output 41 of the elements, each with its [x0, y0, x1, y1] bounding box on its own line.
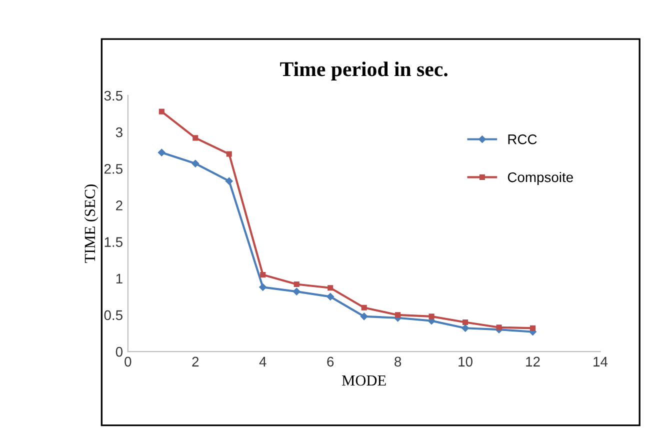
point	[292, 288, 300, 296]
y-tick-label: 1	[116, 274, 122, 284]
point	[496, 324, 502, 330]
x-tick-label: 14	[594, 356, 608, 366]
legend-label: Compsoite	[508, 172, 573, 185]
point	[294, 281, 300, 288]
x-tick-label: 12	[526, 356, 540, 366]
point	[158, 108, 164, 114]
point	[225, 177, 233, 185]
x-tick-label: 10	[458, 356, 472, 367]
point	[259, 284, 267, 291]
x-tick-label: 8	[394, 356, 402, 367]
x-tick-label: 2	[192, 356, 199, 366]
point	[360, 312, 368, 320]
point	[462, 320, 468, 326]
x-tick-label: 6	[327, 356, 334, 367]
point	[192, 135, 198, 141]
x-tick-label: 0	[124, 356, 132, 367]
y-tick-label: 3.5	[104, 90, 122, 101]
y-tick-label: 1.5	[104, 237, 122, 247]
point	[260, 272, 266, 278]
point	[395, 312, 401, 318]
legend-label: RCC	[508, 134, 537, 144]
y-tick-label: 3	[116, 127, 122, 138]
point	[192, 160, 200, 168]
point	[428, 314, 434, 320]
point	[462, 324, 469, 332]
point	[328, 285, 334, 291]
point	[158, 148, 166, 156]
y-tick-label: 0	[116, 346, 123, 357]
point	[361, 304, 367, 310]
y-tick-label: 0.5	[104, 310, 122, 320]
y-axis-title: TIME (SEC)	[84, 184, 98, 263]
y-tick-label: 2.5	[104, 164, 122, 174]
y-tick-label: 2	[116, 200, 122, 210]
x-axis-title: MODE	[342, 375, 386, 386]
chart-title: Time period in sec.	[280, 62, 448, 80]
point	[326, 293, 334, 300]
point	[226, 151, 232, 157]
point	[530, 325, 536, 331]
x-tick-label: 4	[259, 356, 266, 366]
